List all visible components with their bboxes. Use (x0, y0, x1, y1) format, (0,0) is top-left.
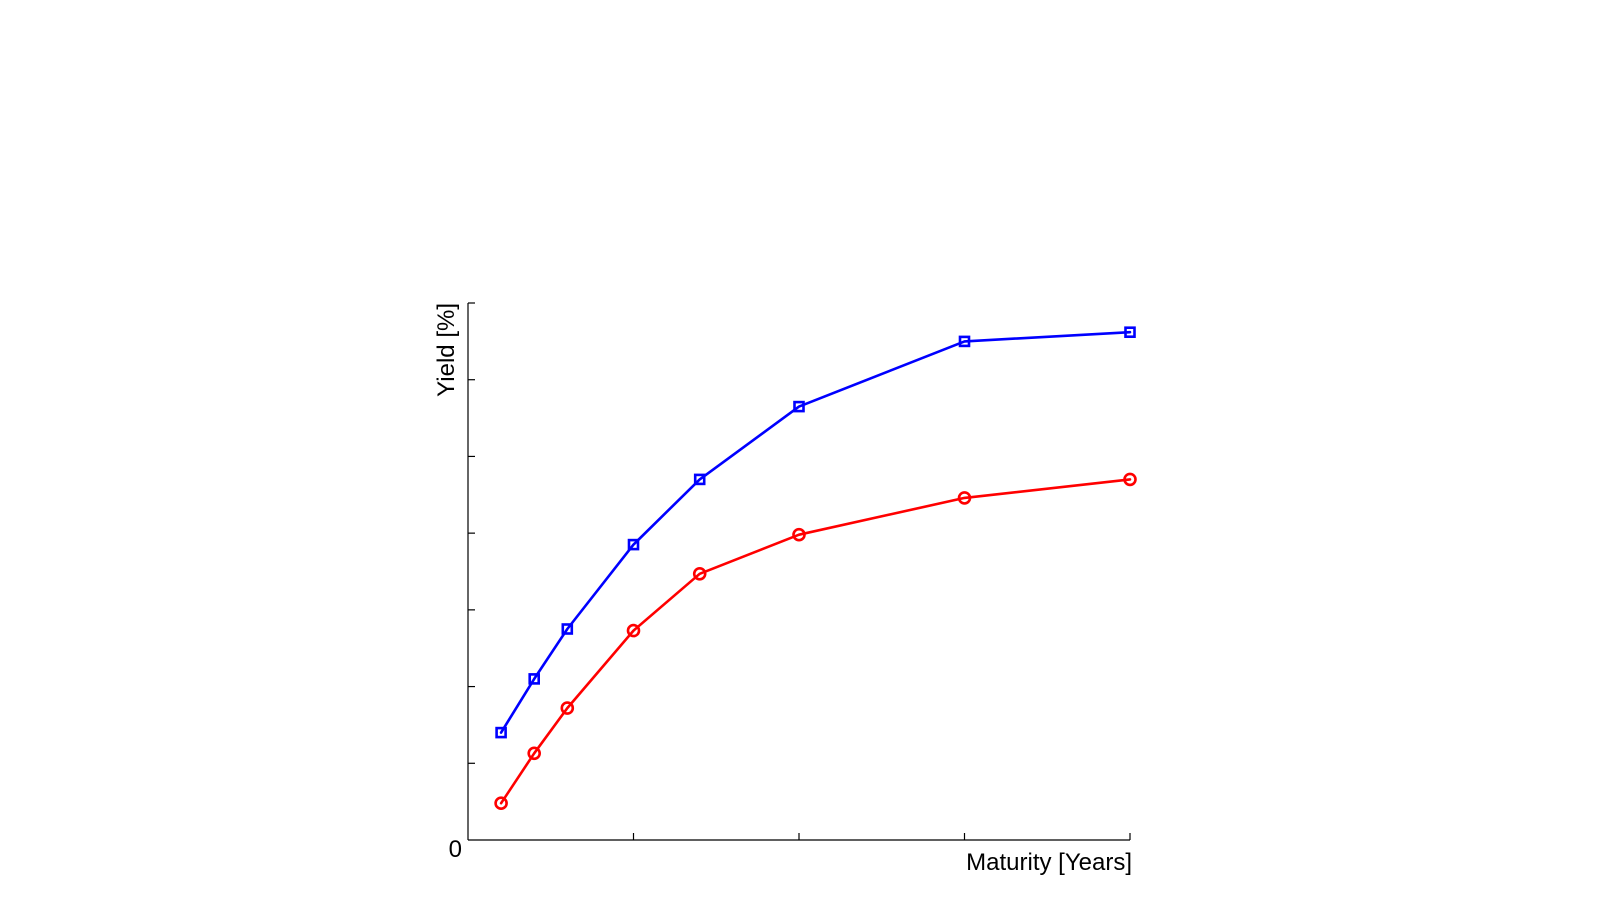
data-point-circle (626, 623, 641, 638)
y-axis-label: Yield [%] (433, 303, 460, 397)
series-1 (495, 326, 1136, 739)
data-point-square (561, 623, 574, 635)
data-point-circle (494, 796, 508, 811)
data-point-circle (560, 701, 575, 715)
data-point-square (528, 673, 541, 685)
data-point-square (1124, 326, 1136, 339)
series-line (499, 478, 1132, 805)
series-2 (494, 472, 1137, 811)
y-tick-label: 0 (449, 836, 462, 863)
data-point-square (627, 538, 640, 551)
data-point-circle (1123, 472, 1137, 487)
data-point-circle (957, 491, 972, 505)
chart-series (494, 326, 1137, 811)
data-point-circle (692, 566, 707, 581)
chart-axes: 0 (449, 302, 1131, 863)
data-point-circle (527, 746, 542, 761)
data-point-square (958, 335, 971, 348)
data-point-square (495, 726, 507, 739)
data-point-square (693, 473, 706, 486)
data-point-circle (792, 527, 806, 542)
data-point-square (793, 400, 805, 413)
x-axis-label: Maturity [Years] (966, 849, 1132, 876)
series-line (499, 330, 1132, 734)
